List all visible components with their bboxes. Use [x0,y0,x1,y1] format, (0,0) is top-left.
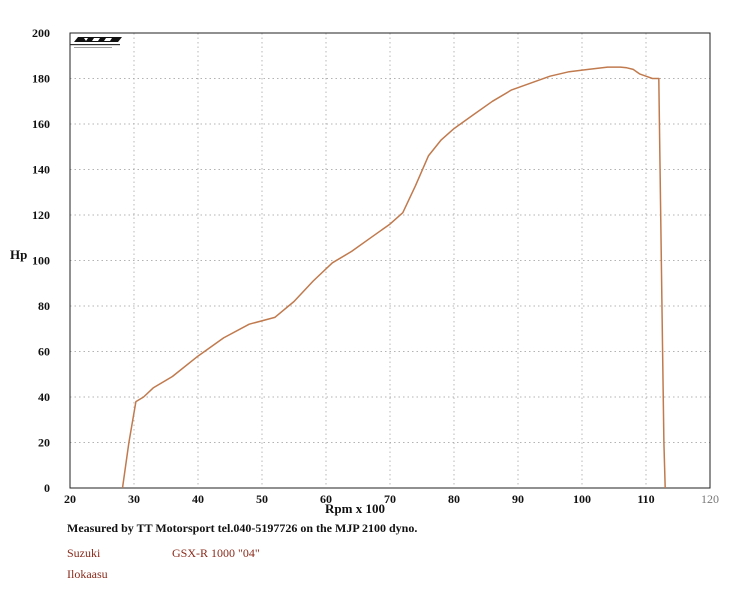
y-axis-ticks: 0 20 40 60 80 100 120 140 160 180 200 [32,26,50,495]
x-tick-label: 100 [573,492,591,506]
y-tick-label: 160 [32,117,50,131]
x-tick-label: 50 [256,492,268,506]
x-tick-label: 20 [64,492,76,506]
plot-frame [69,32,711,489]
y-tick-label: 60 [38,345,50,359]
x-tick-label: 110 [637,492,654,506]
y-tick-label: 80 [38,299,50,313]
y-tick-label: 100 [32,254,50,268]
x-tick-label: 30 [128,492,140,506]
y-tick-label: 0 [44,481,50,495]
y-tick-label: 180 [32,72,50,86]
y-tick-label: 200 [32,26,50,40]
x-tick-label: 70 [384,492,396,506]
x-tick-label: 60 [320,492,332,506]
y-tick-label: 120 [32,208,50,222]
x-tick-label: 40 [192,492,204,506]
dyno-caption: Measured by TT Motorsport tel.040-519772… [67,521,418,535]
x-axis-ticks: 20 30 40 50 60 70 80 90 100 110 120 [64,492,719,506]
vehicle-make: Suzuki [67,546,101,560]
y-tick-label: 20 [38,436,50,450]
grid-lines [70,33,710,488]
power-curve [121,66,666,489]
dyno-chart: 0 20 40 60 80 100 120 140 160 180 200 20 30 40 50 60 70… [10,26,719,516]
y-axis-label: Hp [10,247,27,262]
y-tick-label: 40 [38,390,50,404]
test-method: Ilokaasu [67,567,108,581]
x-tick-label: 80 [448,492,460,506]
y-tick-label: 140 [32,163,50,177]
mjp-logo [70,37,122,48]
x-axis-label: Rpm x 100 [325,501,385,516]
x-tick-label: 120 [701,492,719,506]
vehicle-model: GSX-R 1000 "04" [172,546,260,560]
x-tick-label: 90 [512,492,524,506]
